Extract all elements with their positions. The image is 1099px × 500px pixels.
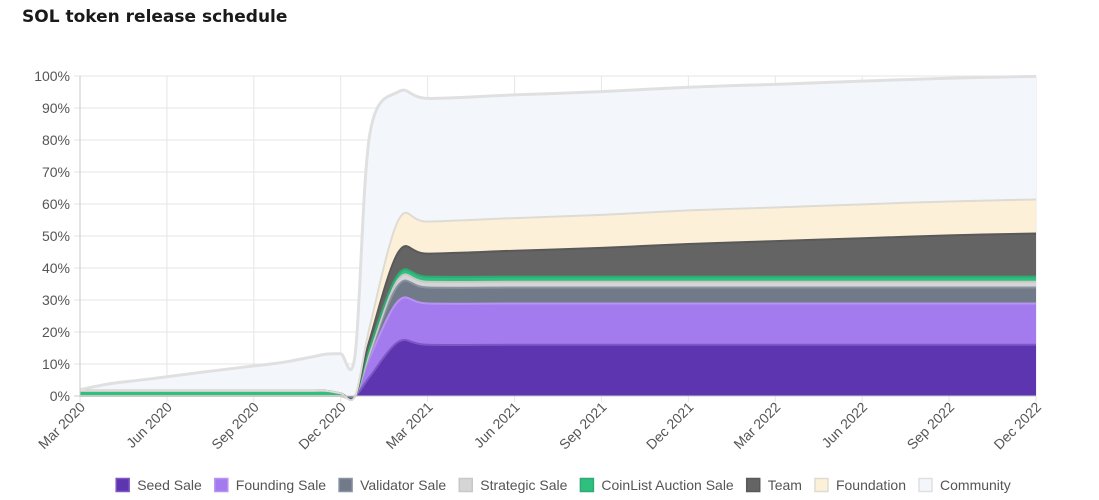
y-tick-label: 20% (42, 324, 70, 340)
legend-label-coinlist-auction-sale[interactable]: CoinList Auction Sale (601, 477, 734, 493)
legend-swatch-validator-sale[interactable] (338, 477, 353, 493)
y-tick-label: 100% (34, 68, 70, 84)
y-tick-label: 30% (42, 292, 70, 308)
x-tick-label: Sep 2021 (556, 399, 610, 453)
x-tick-label: Jun 2020 (123, 399, 175, 451)
legend-label-team[interactable]: Team (768, 477, 802, 493)
x-tick-label: Sep 2022 (904, 399, 958, 453)
x-tick-label: Mar 2021 (383, 399, 436, 452)
legend-swatch-team[interactable] (745, 477, 761, 493)
x-tick-label: Jun 2022 (818, 399, 870, 451)
y-tick-label: 90% (42, 100, 70, 116)
legend-swatch-seed-sale[interactable] (115, 477, 130, 493)
x-tick-label: Dec 2022 (990, 399, 1044, 453)
legend-swatch-founding-sale[interactable] (214, 477, 229, 493)
legend-label-founding-sale[interactable]: Founding Sale (236, 477, 327, 493)
area-team (80, 233, 1036, 400)
legend-swatch-strategic-sale[interactable] (458, 477, 473, 493)
x-tick-label: Mar 2020 (35, 399, 88, 452)
area-seed-sale (80, 339, 1036, 398)
y-tick-label: 0% (50, 388, 70, 404)
x-tick-label: Dec 2020 (295, 399, 349, 453)
y-tick-label: 80% (42, 132, 70, 148)
area-community (80, 76, 1036, 401)
legend-label-foundation[interactable]: Foundation (836, 477, 906, 493)
y-tick-label: 50% (42, 228, 70, 244)
legend-swatch-coinlist-auction-sale[interactable] (579, 477, 595, 493)
legend-swatch-foundation[interactable] (814, 477, 829, 493)
x-tick-label: Mar 2022 (730, 399, 783, 452)
x-tick-label: Dec 2021 (643, 399, 697, 453)
y-tick-label: 10% (42, 356, 70, 372)
area-foundation (80, 199, 1036, 401)
legend-label-community[interactable]: Community (940, 477, 1011, 493)
x-tick-label: Jun 2021 (471, 399, 523, 451)
area-layer (80, 76, 1036, 401)
legend-swatch-community[interactable] (918, 477, 933, 493)
legend-label-strategic-sale[interactable]: Strategic Sale (480, 477, 567, 493)
legend-label-seed-sale[interactable]: Seed Sale (137, 477, 202, 493)
line-community (79, 74, 1037, 392)
line-foundation (80, 198, 1037, 402)
legend-label-validator-sale[interactable]: Validator Sale (360, 477, 446, 493)
area-founding-sale (80, 297, 1036, 399)
y-tick-label: 40% (42, 260, 70, 276)
area-validator-sale (80, 280, 1036, 399)
y-tick-label: 60% (42, 196, 70, 212)
x-tick-label: Sep 2020 (208, 399, 262, 453)
chart-title: SOL token release schedule (22, 7, 288, 27)
legend-layer: Seed Sale Founding Sale Validator Sale Stra… (115, 477, 1011, 493)
y-tick-label: 70% (42, 164, 70, 180)
